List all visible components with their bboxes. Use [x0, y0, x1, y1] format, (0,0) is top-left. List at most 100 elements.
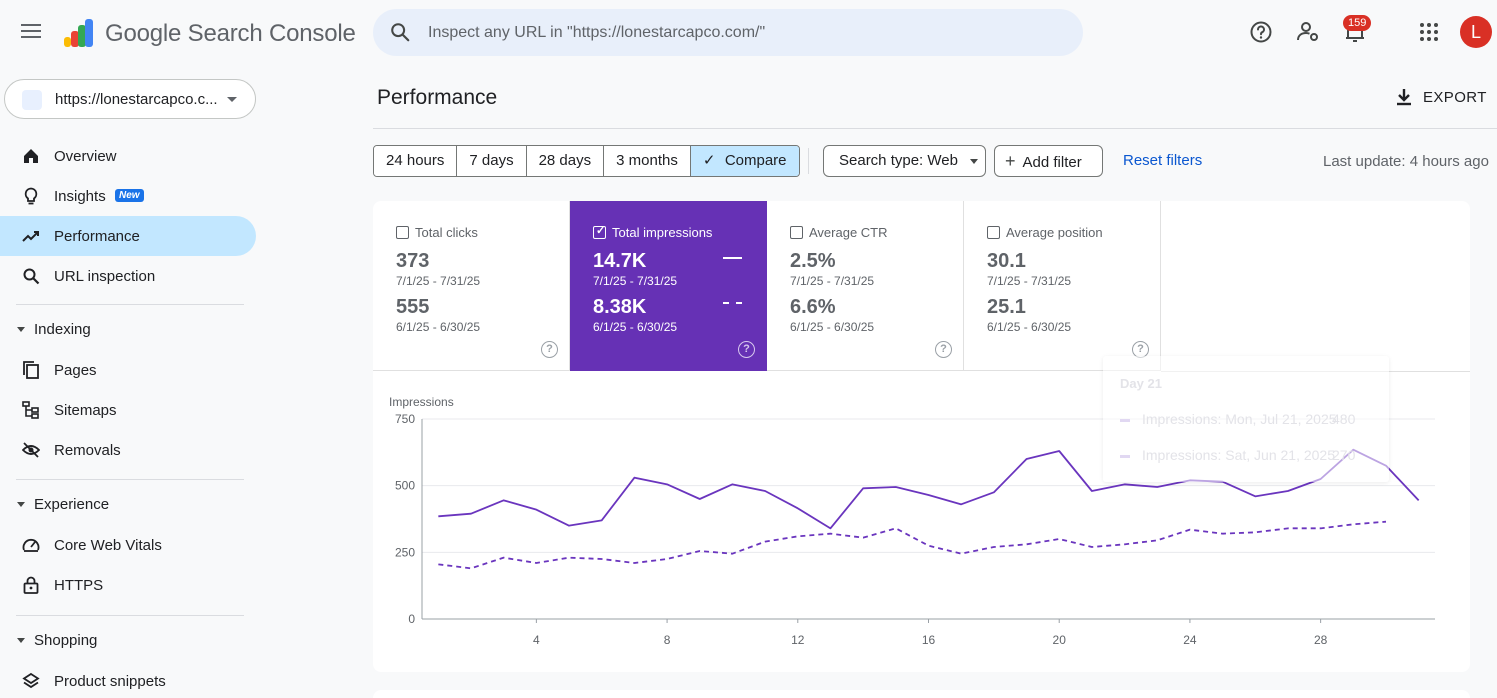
section-experience[interactable]: Experience	[0, 490, 256, 520]
help-icon[interactable]: ?	[541, 341, 558, 358]
help-icon[interactable]: ?	[738, 341, 755, 358]
add-filter-label: Add filter	[1022, 154, 1082, 171]
sidebar-item-label: Overview	[54, 148, 117, 165]
apps-grid-icon[interactable]	[1416, 19, 1442, 45]
checkbox-checked[interactable]: ✓	[593, 225, 606, 239]
y-axis-label: Impressions	[389, 395, 454, 409]
home-icon	[24, 149, 38, 163]
caret-down-icon	[17, 638, 25, 643]
legend-dashed-line	[723, 302, 742, 304]
search-console-logo	[64, 19, 93, 47]
sidebar-item-label: Removals	[54, 442, 121, 459]
tooltip-row-label: Impressions: Sat, Jun 21, 2025	[1142, 447, 1335, 463]
sidebar-item-product-snippets[interactable]: Product snippets	[0, 661, 256, 698]
sitemap-icon	[22, 401, 39, 419]
sidebar-divider	[16, 615, 244, 616]
search-input[interactable]	[428, 22, 1048, 44]
chart-tooltip: Day 21 Impressions: Mon, Jul 21, 2025 48…	[1103, 356, 1389, 482]
metric-previous-range: 6/1/25 - 6/30/25	[987, 320, 1072, 334]
metric-previous-value: 6.6%	[790, 296, 836, 318]
metric-label: Average position	[1006, 225, 1103, 240]
metric-current-range: 7/1/25 - 7/31/25	[396, 274, 481, 288]
site-favicon-icon	[22, 90, 42, 110]
section-shopping[interactable]: Shopping	[0, 626, 256, 656]
new-badge: New	[115, 189, 144, 202]
search-type-filter[interactable]: Search type: Web	[823, 145, 986, 177]
plus-icon: +	[1005, 151, 1016, 171]
sidebar-item-overview[interactable]: Overview	[0, 136, 256, 176]
y-tick-label: 250	[395, 545, 415, 559]
chevron-down-icon	[227, 97, 237, 102]
checkbox[interactable]	[396, 226, 409, 239]
range-24-hours-button[interactable]: 24 hours	[374, 146, 458, 176]
caret-down-icon	[17, 327, 25, 332]
compare-button[interactable]: ✓ Compare	[690, 146, 799, 176]
sidebar-item-url-inspection[interactable]: URL inspection	[0, 256, 256, 296]
checkbox[interactable]	[790, 226, 803, 239]
sidebar-item-label: Performance	[54, 228, 140, 245]
metric-total-clicks[interactable]: Total clicks 373 7/1/25 - 7/31/25 555 6/…	[373, 201, 570, 371]
x-tick-label: 16	[922, 633, 936, 647]
metric-previous-range: 6/1/25 - 6/30/25	[396, 320, 481, 334]
url-inspect-search[interactable]	[373, 9, 1083, 56]
sidebar-item-label: URL inspection	[54, 268, 156, 285]
check-icon: ✓	[702, 152, 716, 169]
section-label: Experience	[34, 496, 110, 513]
range-7-days-button[interactable]: 7 days	[457, 146, 527, 176]
metric-average-ctr[interactable]: Average CTR 2.5% 7/1/25 - 7/31/25 6.6% 6…	[767, 201, 964, 371]
impressions-chart[interactable]: Impressions 0 250 500 750 4 8 12 16 20 24 28	[373, 386, 1470, 672]
app-title: Google Search Console	[105, 20, 356, 47]
metric-previous-value: 25.1	[987, 296, 1026, 318]
tooltip-title: Day 21	[1120, 376, 1162, 391]
add-filter-button[interactable]: + Add filter	[994, 145, 1103, 177]
speed-icon	[22, 538, 40, 552]
user-settings-icon[interactable]	[1295, 19, 1321, 45]
series-current-line	[438, 448, 1420, 530]
sidebar-divider	[16, 479, 244, 480]
checkbox[interactable]	[987, 226, 1000, 239]
metric-previous-range: 6/1/25 - 6/30/25	[790, 320, 875, 334]
property-selector[interactable]: https://lonestarcapco.c...	[4, 79, 256, 119]
top-bar: Google Search Console 159 L	[0, 0, 1497, 68]
sidebar-item-sitemaps[interactable]: Sitemaps	[0, 390, 256, 430]
range-28-days-button[interactable]: 28 days	[526, 146, 605, 176]
check-icon: ✓	[596, 225, 606, 237]
legend-swatch	[1120, 454, 1130, 458]
caret-down-icon	[969, 158, 978, 164]
lock-icon	[23, 576, 39, 594]
sidebar-item-label: Sitemaps	[54, 402, 117, 419]
legend-swatch	[1120, 418, 1130, 422]
tooltip-row-label: Impressions: Mon, Jul 21, 2025	[1142, 411, 1337, 427]
account-avatar[interactable]: L	[1460, 16, 1492, 48]
sidebar-item-insights[interactable]: Insights New	[0, 176, 256, 216]
tooltip-row-value: 480	[1332, 411, 1356, 427]
metric-previous-value: 8.38K	[593, 296, 647, 318]
sidebar-item-removals[interactable]: Removals	[0, 430, 256, 470]
sidebar-item-core-web-vitals[interactable]: Core Web Vitals	[0, 525, 256, 565]
main-menu-icon[interactable]	[18, 20, 44, 46]
header-divider	[373, 128, 1497, 129]
metric-total-impressions[interactable]: ✓ Total impressions 14.7K 7/1/25 - 7/31/…	[570, 201, 767, 371]
last-update-text: Last update: 4 hours ago	[1323, 153, 1489, 170]
date-range-selector: 24 hours 7 days 28 days 3 months ✓ Compar…	[373, 145, 800, 177]
y-tick-label: 750	[395, 412, 415, 426]
sidebar-item-performance[interactable]: Performance	[0, 216, 256, 256]
sidebar-item-label: Insights	[54, 188, 106, 205]
export-label: EXPORT	[1423, 89, 1487, 106]
x-tick-label: 8	[664, 633, 671, 647]
section-indexing[interactable]: Indexing	[0, 315, 256, 345]
sidebar-item-label: HTTPS	[54, 577, 104, 594]
range-3-months-button[interactable]: 3 months	[604, 146, 691, 176]
sidebar-item-https[interactable]: HTTPS	[0, 565, 256, 605]
section-label: Shopping	[34, 632, 98, 649]
metric-average-position[interactable]: Average position 30.1 7/1/25 - 7/31/25 2…	[964, 201, 1161, 371]
reset-filters-link[interactable]: Reset filters	[1123, 152, 1203, 169]
lightbulb-icon	[24, 187, 38, 205]
help-icon[interactable]	[1248, 19, 1274, 45]
sidebar-item-pages[interactable]: Pages	[0, 350, 256, 390]
metric-current-value: 14.7K	[593, 250, 647, 272]
notification-badge: 159	[1343, 15, 1372, 31]
series-previous-line	[438, 520, 1387, 570]
filter-separator	[808, 148, 809, 174]
help-icon[interactable]: ?	[935, 341, 952, 358]
